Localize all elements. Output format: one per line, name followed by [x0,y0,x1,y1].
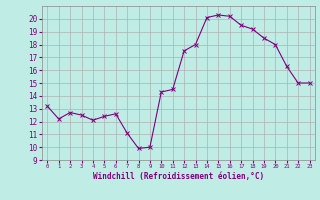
X-axis label: Windchill (Refroidissement éolien,°C): Windchill (Refroidissement éolien,°C) [93,172,264,181]
